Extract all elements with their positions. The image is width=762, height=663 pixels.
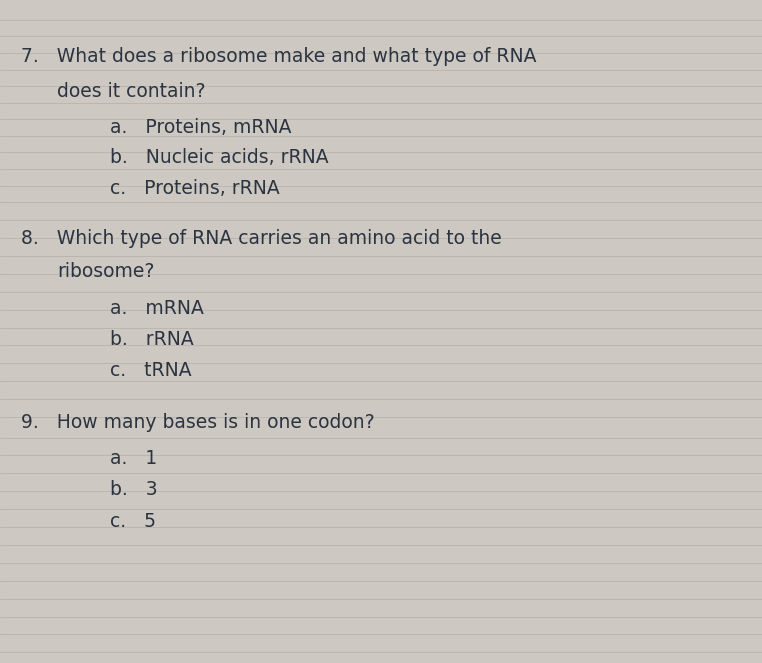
Text: 7.   What does a ribosome make and what type of RNA: 7. What does a ribosome make and what ty… [21, 47, 537, 66]
Text: b.   Nucleic acids, rRNA: b. Nucleic acids, rRNA [110, 149, 329, 167]
Text: 9.   How many bases is in one codon?: 9. How many bases is in one codon? [21, 414, 375, 432]
Text: c.   tRNA: c. tRNA [110, 361, 192, 380]
Text: b.   3: b. 3 [110, 481, 158, 499]
Text: 8.   Which type of RNA carries an amino acid to the: 8. Which type of RNA carries an amino ac… [21, 229, 502, 248]
Text: a.   mRNA: a. mRNA [110, 299, 204, 318]
Text: c.   Proteins, rRNA: c. Proteins, rRNA [110, 179, 280, 198]
Text: does it contain?: does it contain? [57, 82, 206, 101]
Text: ribosome?: ribosome? [57, 263, 155, 281]
Text: a.   1: a. 1 [110, 450, 158, 468]
Text: b.   rRNA: b. rRNA [110, 330, 194, 349]
Text: c.   5: c. 5 [110, 512, 156, 530]
Text: a.   Proteins, mRNA: a. Proteins, mRNA [110, 118, 292, 137]
